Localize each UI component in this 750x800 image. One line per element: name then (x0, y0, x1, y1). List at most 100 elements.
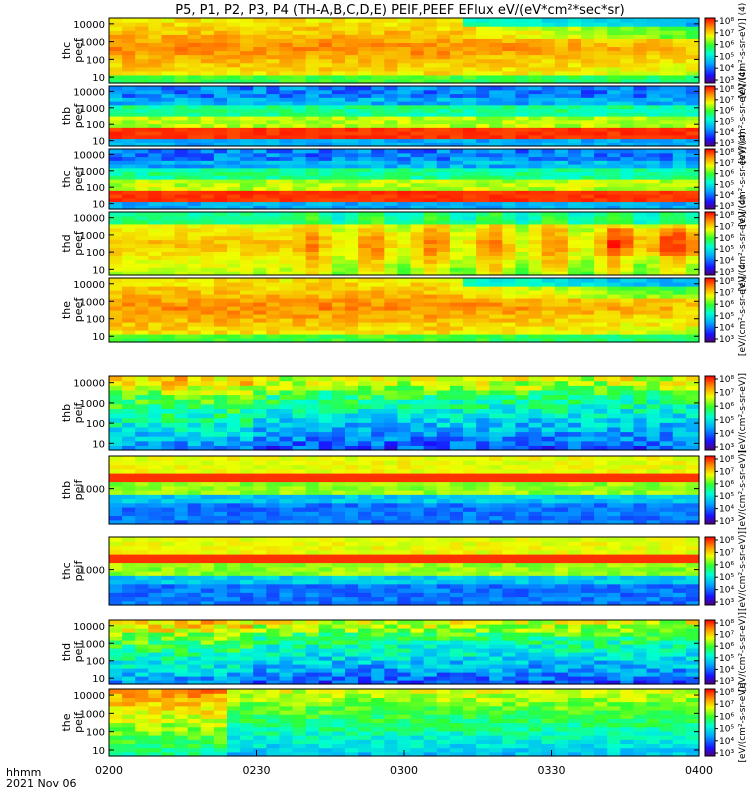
spectrogram-cell (135, 152, 149, 158)
spectrogram-cell (672, 259, 687, 264)
spectrogram-cell (397, 235, 412, 241)
spectrogram-cell (266, 403, 281, 409)
spectrogram-cell (148, 167, 163, 173)
spectrogram-cell (240, 175, 254, 180)
spectrogram-cell (266, 212, 281, 217)
spectrogram-cell (213, 18, 228, 23)
spectrogram-cell (174, 389, 189, 396)
spectrogram-cell (449, 142, 464, 147)
spectrogram-cell (109, 101, 123, 106)
spectrogram-cell (449, 408, 464, 414)
spectrogram-cell (463, 34, 477, 39)
spectrogram-cell (528, 445, 543, 451)
spectrogram-cell (410, 338, 425, 343)
spectrogram-cell (227, 194, 241, 199)
spectrogram-cell (528, 286, 543, 291)
spectrogram-cell (489, 239, 503, 245)
spectrogram-cell (410, 235, 425, 241)
spectrogram-cell (135, 26, 149, 31)
spectrogram-cell (187, 34, 202, 39)
spectrogram-cell (200, 263, 215, 268)
spectrogram-cell (318, 380, 333, 386)
spectrogram-cell (161, 456, 176, 461)
spectrogram-cell (318, 490, 333, 495)
spectrogram-cell (292, 62, 307, 68)
spectrogram-cell (581, 212, 595, 217)
spectrogram-cell (305, 167, 320, 173)
spectrogram-cell (358, 108, 372, 113)
spectrogram-cell (331, 167, 346, 173)
spectrogram-cell (685, 394, 700, 400)
spectrogram-cell (685, 190, 700, 195)
spectrogram-cell (253, 498, 267, 504)
spectrogram-cell (384, 156, 399, 161)
spectrogram-cell (227, 116, 241, 121)
spectrogram-cell (213, 403, 228, 409)
spectrogram-cell (240, 231, 254, 237)
spectrogram-cell (135, 219, 149, 225)
spectrogram-cell (318, 197, 333, 203)
spectrogram-cell (279, 119, 294, 125)
spectrogram-cell (515, 247, 530, 252)
spectrogram-cell (423, 286, 438, 291)
spectrogram-cell (594, 227, 608, 233)
spectrogram-cell (187, 197, 202, 203)
spectrogram-cell (463, 156, 477, 161)
spectrogram-cell (476, 259, 490, 264)
spectrogram-cell (423, 394, 438, 400)
spectrogram-cell (502, 123, 517, 128)
spectrogram-cell (659, 239, 674, 245)
spectrogram-cell (279, 160, 294, 165)
spectrogram-cell (109, 219, 123, 225)
spectrogram-cell (476, 138, 490, 143)
spectrogram-cell (659, 263, 674, 268)
spectrogram-cell (187, 86, 202, 91)
spectrogram-cell (279, 485, 294, 491)
spectrogram-cell (253, 227, 267, 233)
spectrogram-cell (318, 167, 333, 173)
y-tick-label: 100 (86, 315, 105, 326)
spectrogram-cell (423, 201, 438, 206)
spectrogram-cell (515, 417, 530, 423)
spectrogram-cell (148, 34, 163, 39)
spectrogram-cell (331, 156, 346, 161)
spectrogram-cell (187, 247, 202, 252)
spectrogram-cell (135, 511, 149, 517)
spectrogram-cell (122, 399, 136, 405)
spectrogram-cell (620, 286, 635, 291)
spectrogram-cell (567, 26, 582, 31)
spectrogram-cell (554, 394, 569, 400)
spectrogram-cell (187, 212, 202, 217)
y-tick-label: 1000 (80, 231, 105, 242)
spectrogram-cell (253, 473, 267, 478)
spectrogram-cell (161, 251, 176, 256)
spectrogram-cell (594, 431, 608, 437)
spectrogram-cell (292, 399, 307, 405)
spectrogram-cell (528, 247, 543, 252)
spectrogram-cell (659, 271, 674, 276)
spectrogram-cell (476, 50, 490, 56)
spectrogram-cell (161, 108, 176, 113)
spectrogram-cell (607, 413, 621, 419)
spectrogram-cell (581, 160, 595, 165)
spectrogram-cell (515, 116, 530, 121)
spectrogram-cell (292, 243, 307, 249)
spectrogram-cell (109, 519, 123, 525)
spectrogram-cell (476, 167, 490, 173)
spectrogram-cell (384, 330, 399, 335)
spectrogram-cell (410, 460, 425, 466)
colorbar-tick-label: 10⁶ (719, 107, 734, 117)
spectrogram-cell (305, 302, 320, 307)
spectrogram-cell (161, 294, 176, 299)
spectrogram-cell (633, 239, 648, 245)
spectrogram-cell (476, 431, 490, 437)
spectrogram-cell (358, 286, 372, 291)
spectrogram-cell (423, 426, 438, 433)
spectrogram-cell (266, 302, 281, 307)
spectrogram-cell (161, 46, 176, 52)
spectrogram-cell (109, 413, 123, 419)
spectrogram-cell (502, 243, 517, 249)
spectrogram-cell (672, 422, 687, 428)
spectrogram-cell (449, 338, 464, 343)
spectrogram-cell (122, 473, 136, 478)
